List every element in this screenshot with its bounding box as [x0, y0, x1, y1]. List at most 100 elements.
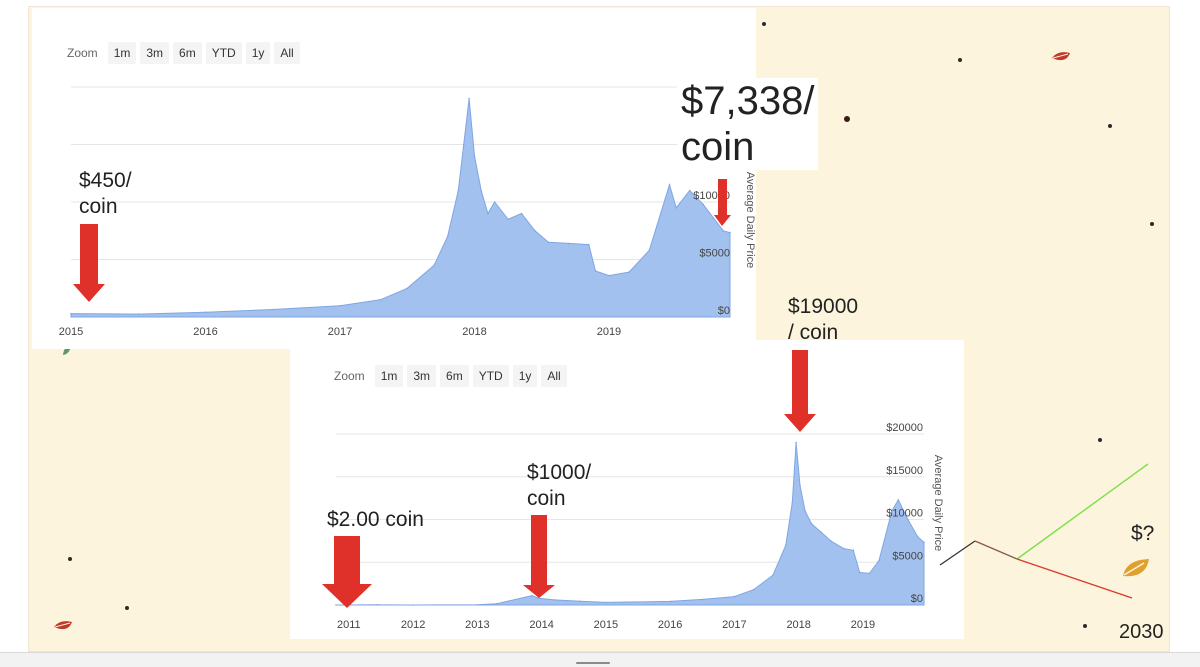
projection-lines — [939, 463, 1149, 599]
data-point — [468, 97, 470, 100]
zoom-3m-button[interactable]: 3m — [407, 365, 437, 387]
y-tick-label: $10000 — [886, 508, 923, 520]
x-tick-label: 2017 — [328, 326, 352, 338]
data-point — [868, 572, 871, 575]
y-tick-label: $10000 — [693, 190, 730, 202]
data-point — [520, 212, 523, 215]
data-point — [487, 212, 489, 215]
price-area-series — [70, 98, 731, 318]
projection-down-line — [1016, 558, 1133, 599]
data-point — [473, 155, 476, 157]
x-tick-label: 2015 — [594, 619, 618, 631]
bottom-handle[interactable] — [576, 662, 610, 664]
data-point — [204, 311, 207, 314]
data-point — [594, 270, 597, 272]
x-tick-label: 2018 — [462, 326, 486, 338]
x-tick-label: 2014 — [529, 619, 553, 631]
data-point — [480, 189, 483, 192]
data-point — [462, 143, 465, 146]
zoom-ytd-button[interactable]: YTD — [472, 365, 509, 387]
x-tick-label: 2016 — [658, 619, 682, 631]
zoom-1y-button[interactable]: 1y — [245, 42, 271, 64]
data-point — [531, 594, 533, 597]
data-point — [377, 604, 379, 606]
data-point — [701, 598, 704, 601]
data-point — [729, 231, 731, 234]
data-point — [476, 604, 479, 606]
zoom-all-button[interactable]: All — [274, 42, 300, 64]
y-tick-label: $20000 — [886, 422, 923, 434]
zoom-1m-button[interactable]: 1m — [107, 42, 137, 64]
decor-dot — [68, 557, 72, 561]
decor-dot — [1108, 124, 1112, 128]
price-chart-bottom: 2011 2012 2013 2014 2015 2016 2017 2018 2019 $0 $5… — [335, 422, 944, 631]
zoom-6m-button[interactable]: 6m — [173, 42, 202, 64]
x-tick-label: 2012 — [401, 619, 425, 631]
y-tick-label: $15000 — [886, 465, 923, 477]
zoom-label: Zoom — [334, 369, 365, 383]
data-point — [916, 535, 919, 538]
zoom-ytd-button[interactable]: YTD — [205, 42, 242, 64]
decor-dot — [762, 22, 766, 26]
price-chart-top: 2015 2016 2017 2018 2019 $0 $5000 $10000 Average… — [59, 86, 756, 338]
data-point — [785, 544, 787, 546]
data-point — [722, 230, 725, 232]
data-point — [446, 235, 449, 238]
y-tick-label: $0 — [911, 593, 923, 605]
data-point — [495, 602, 498, 605]
annotation-2014-price: $1000/coin — [527, 460, 591, 512]
annotation-line: $7,338/ — [681, 79, 815, 123]
annotation-line: coin — [79, 195, 118, 218]
x-tick-label: 2019 — [597, 326, 621, 338]
x-tick-label: 2019 — [851, 619, 875, 631]
data-point — [271, 308, 274, 311]
x-tick-label: 2016 — [193, 326, 217, 338]
data-point — [335, 604, 337, 606]
x-tick-label: 2017 — [722, 619, 746, 631]
data-point — [648, 249, 651, 252]
data-point — [588, 243, 590, 246]
data-point — [810, 523, 813, 525]
data-point — [830, 540, 832, 542]
data-point — [507, 218, 509, 221]
zoom-6m-button[interactable]: 6m — [440, 365, 469, 387]
price-area-series — [336, 442, 925, 606]
zoom-3m-button[interactable]: 3m — [140, 42, 170, 64]
y-axis-label: Average Daily Price — [932, 455, 944, 551]
data-point — [752, 588, 755, 591]
data-point — [791, 501, 794, 504]
data-point — [733, 595, 736, 598]
data-point — [348, 604, 350, 606]
data-point — [795, 441, 797, 444]
data-point — [891, 510, 893, 512]
data-point — [923, 541, 925, 544]
data-point — [567, 242, 570, 245]
data-point — [379, 299, 382, 301]
decor-dot — [125, 606, 129, 610]
annotation-current-price: $7,338/coin — [677, 78, 819, 170]
zoom-1y-button[interactable]: 1y — [512, 365, 538, 387]
zoom-all-button[interactable]: All — [541, 365, 567, 387]
annotation-peak-price: $19000 / coin — [788, 294, 858, 346]
data-point — [553, 599, 556, 601]
data-point — [493, 201, 496, 203]
data-point — [799, 484, 801, 487]
data-point — [537, 597, 540, 599]
data-point — [772, 574, 774, 576]
data-point — [339, 304, 341, 307]
annotation-start-price: $450/coin — [79, 168, 132, 220]
data-point — [804, 510, 806, 512]
y-tick-label: $5000 — [892, 550, 923, 562]
data-point — [70, 312, 72, 315]
projection-start-line — [939, 540, 976, 566]
zoom-1m-button[interactable]: 1m — [374, 365, 404, 387]
data-point — [820, 531, 822, 534]
data-point — [675, 207, 677, 209]
data-point — [433, 264, 435, 267]
decor-dot — [1083, 624, 1087, 628]
data-point — [608, 274, 610, 277]
data-point — [842, 547, 845, 550]
decor-dot — [1098, 438, 1102, 442]
annotation-future-year: 2030 — [1119, 621, 1164, 643]
data-point — [457, 189, 460, 192]
